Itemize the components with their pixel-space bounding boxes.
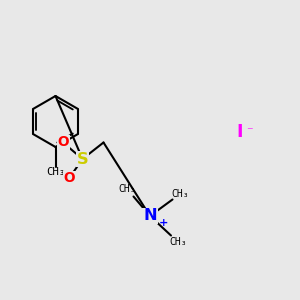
Text: CH₃: CH₃ bbox=[171, 189, 189, 199]
Text: +: + bbox=[159, 218, 168, 229]
Text: ⁻: ⁻ bbox=[246, 125, 252, 139]
Text: O: O bbox=[63, 172, 75, 185]
Text: O: O bbox=[57, 136, 69, 149]
Text: CH₃: CH₃ bbox=[118, 184, 136, 194]
Text: I: I bbox=[237, 123, 243, 141]
Text: CH₃: CH₃ bbox=[46, 167, 65, 177]
Text: S: S bbox=[76, 152, 88, 166]
Text: N: N bbox=[143, 208, 157, 224]
Text: CH₃: CH₃ bbox=[169, 237, 187, 247]
